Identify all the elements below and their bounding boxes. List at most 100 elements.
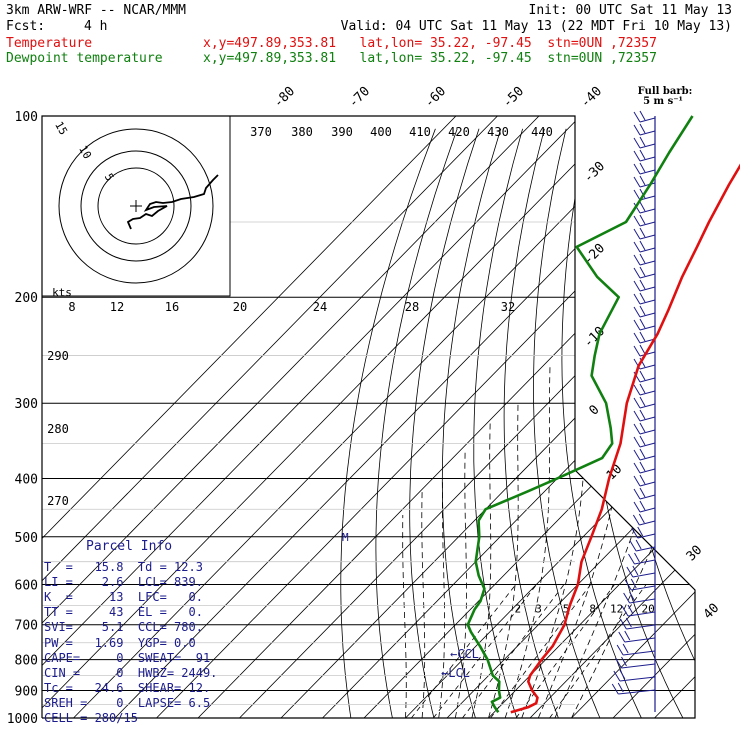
wind-barb xyxy=(631,585,656,591)
wind-barb xyxy=(639,416,656,422)
wind-barb-flag xyxy=(629,591,636,602)
dewpoint-trace xyxy=(466,115,694,713)
temperature-tick-label: 30 xyxy=(684,543,706,565)
wind-barb xyxy=(639,442,656,448)
parcel-info-row: TT = 43 EL = 0. xyxy=(44,605,203,620)
theta-label: 370 xyxy=(250,125,272,139)
wind-barb-flag xyxy=(633,475,641,487)
wind-barb xyxy=(639,234,656,240)
pressure-tick-label: 200 xyxy=(15,291,38,306)
moist-adiabat xyxy=(504,365,551,718)
wind-barb-flag xyxy=(621,656,627,667)
dry-adiabat xyxy=(409,128,480,718)
mixing-ratio-line xyxy=(549,584,647,718)
hodograph-trace xyxy=(126,174,219,230)
parcel-info-title: Parcel Info xyxy=(86,539,173,554)
wind-barb-flag xyxy=(633,267,641,279)
wind-barb-flag xyxy=(619,669,626,680)
wind-barb-flag xyxy=(633,436,641,448)
pressure-tick-label: 700 xyxy=(15,619,38,634)
parcel-info-row: CELL = 280/15 xyxy=(44,711,138,725)
wind-barb-flag xyxy=(635,539,642,550)
hodograph-ring xyxy=(58,128,214,284)
wind-barb-flag xyxy=(630,578,637,589)
wind-barb-flag xyxy=(639,292,646,303)
init-time: Init: 00 UTC Sat 11 May 13 xyxy=(528,3,733,18)
isotherm xyxy=(446,116,695,718)
moist-adiabat xyxy=(421,491,426,718)
temperature-tick-label: -60 xyxy=(422,84,449,111)
wind-barb-flag xyxy=(633,215,641,227)
pressure-tick-label: 600 xyxy=(15,578,38,593)
isotherm xyxy=(363,116,695,718)
temperature-tick-label: -70 xyxy=(346,84,373,111)
sounding-traces xyxy=(466,115,740,714)
wind-barb xyxy=(639,182,656,188)
wind-barb-flag xyxy=(639,175,646,186)
wind-barb-flag xyxy=(639,344,646,355)
wind-barb-flag xyxy=(617,682,624,693)
wind-barb-flag xyxy=(633,488,641,500)
wind-barb xyxy=(639,429,656,435)
wind-barb xyxy=(639,377,656,383)
parcel-info-row: PW = 1.69 YGP= 0.0 xyxy=(44,635,196,650)
hodograph-units: kts xyxy=(52,286,72,299)
wind-barb-flag xyxy=(637,526,644,537)
wind-barb-flag xyxy=(633,462,641,474)
mixing-ratio-line xyxy=(490,584,591,718)
wind-barb-flag xyxy=(633,423,641,435)
wind-barb-flag xyxy=(639,188,646,199)
forecast-hours: 4 h xyxy=(84,19,108,34)
parcel-info-row: T = 15.8 Td = 12.3 xyxy=(44,560,203,574)
temperature-tick-label: 0 xyxy=(586,402,602,418)
wind-barb-flag xyxy=(632,514,640,526)
wind-legend-line1: Full barb: xyxy=(638,86,693,97)
parcel-info-row: CIN = 0 HWBZ= 2449. xyxy=(44,665,218,680)
wind-barb-flag xyxy=(622,643,629,654)
model-title: 3km ARW-WRF -- NCAR/MMM xyxy=(6,3,187,18)
theta-label: 420 xyxy=(448,125,470,139)
isotherm xyxy=(488,116,695,718)
isotherm xyxy=(42,116,457,718)
dry-adiabat xyxy=(561,128,648,718)
wind-barb-flag xyxy=(639,240,646,251)
wind-barb-flag xyxy=(615,657,622,669)
wind-barb xyxy=(639,338,656,344)
wind-legend-line2: 5 m s⁻¹ xyxy=(643,96,683,107)
wind-barb xyxy=(639,260,656,266)
wind-barb-flag xyxy=(639,318,646,329)
temperature-tick-label: -20 xyxy=(581,241,608,268)
isotherm xyxy=(654,116,695,718)
moist-adiabat xyxy=(537,297,630,718)
wind-barb-flag xyxy=(623,592,631,604)
m-marker: M xyxy=(342,531,349,544)
wind-barb-flag xyxy=(639,500,646,511)
wind-barb xyxy=(639,507,656,513)
wind-barb-flag xyxy=(633,384,641,396)
wind-barb-flag xyxy=(633,202,641,214)
wind-barb xyxy=(629,598,656,604)
wind-barb xyxy=(639,520,656,526)
wind-barb xyxy=(639,169,656,175)
wind-barb-flag xyxy=(618,631,626,643)
wind-barb xyxy=(639,299,656,305)
isotherm xyxy=(612,116,695,718)
wind-barb-flag xyxy=(638,513,645,524)
temperature-tick-label: -50 xyxy=(500,84,527,111)
wind-barb-flag xyxy=(633,254,641,266)
wind-barb xyxy=(639,130,656,136)
pressure-tick-label: 500 xyxy=(15,531,38,546)
wind-barb-flag xyxy=(633,163,641,175)
wind-barb-flag xyxy=(625,617,632,628)
speed-tick-label: 8 xyxy=(68,300,75,314)
wind-barb xyxy=(639,481,656,487)
pressure-tick-label: 1000 xyxy=(7,712,38,727)
moist-adiabat xyxy=(402,514,407,718)
mixing-ratio-label: 2 xyxy=(515,602,522,615)
mixing-ratio-line xyxy=(515,584,615,718)
theta-label: 430 xyxy=(487,125,509,139)
wind-barb-flag xyxy=(639,305,646,316)
theta-label: 380 xyxy=(291,125,313,139)
wind-barb-flag xyxy=(639,136,646,147)
